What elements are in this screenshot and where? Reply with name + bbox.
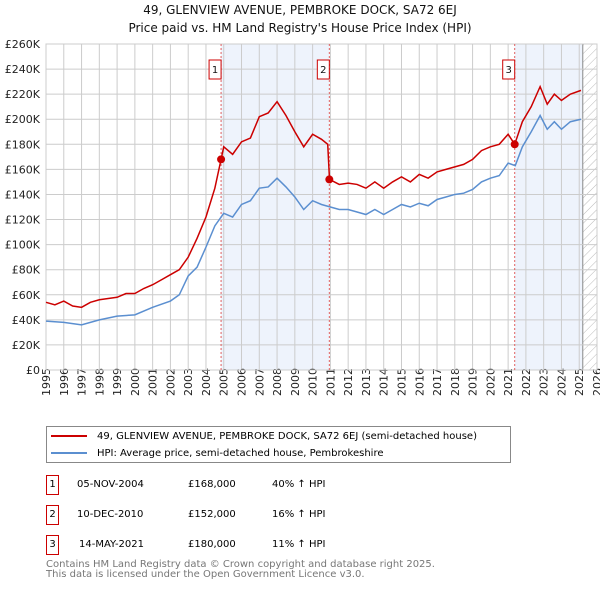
x-tick-label: 1995 bbox=[40, 368, 53, 396]
x-tick-label: 2023 bbox=[538, 368, 551, 396]
y-tick-label: £120K bbox=[5, 214, 41, 227]
footer: Contains HM Land Registry data © Crown c… bbox=[46, 560, 435, 580]
legend-blue-line bbox=[51, 452, 87, 454]
x-tick-label: 2009 bbox=[289, 368, 302, 396]
sale-label: 3 bbox=[506, 65, 512, 76]
sale-price: £168,000 bbox=[188, 479, 236, 490]
y-tick-label: £60K bbox=[12, 289, 41, 302]
sale-label: 1 bbox=[212, 65, 218, 76]
x-tick-label: 2022 bbox=[520, 368, 533, 396]
x-tick-label: 2005 bbox=[218, 368, 231, 396]
y-tick-label: £220K bbox=[5, 88, 41, 101]
x-tick-label: 2018 bbox=[449, 368, 462, 396]
x-tick-label: 2001 bbox=[147, 368, 160, 396]
sale-price: £180,000 bbox=[188, 539, 236, 550]
y-tick-label: £240K bbox=[5, 63, 41, 76]
x-tick-label: 2008 bbox=[271, 368, 284, 396]
x-tick-label: 2010 bbox=[307, 368, 320, 396]
y-tick-label: £20K bbox=[12, 339, 41, 352]
y-tick-label: £200K bbox=[5, 113, 41, 126]
sale-label-box bbox=[316, 59, 330, 80]
x-tick-label: 2016 bbox=[413, 368, 426, 396]
sale-row: 1 05-NOV-2004 £168,000 40% ↑ HPI bbox=[46, 475, 446, 495]
x-tick-label: 2011 bbox=[324, 368, 337, 396]
y-tick-label: £160K bbox=[5, 163, 41, 176]
sale-date: 05-NOV-2004 bbox=[77, 479, 144, 490]
sale-point bbox=[510, 140, 519, 149]
footer-line: Contains HM Land Registry data © Crown c… bbox=[46, 559, 435, 570]
x-tick-label: 2012 bbox=[342, 368, 355, 396]
legend-red-line bbox=[51, 435, 87, 437]
hpi-line bbox=[45, 113, 582, 326]
y-tick-label: £100K bbox=[5, 239, 41, 252]
x-tick-label: 2017 bbox=[431, 368, 444, 396]
x-tick-label: 2006 bbox=[236, 368, 249, 396]
sale-point bbox=[217, 155, 226, 164]
sale-point bbox=[325, 175, 334, 184]
sale-label-box bbox=[208, 59, 222, 80]
footer-line: This data is licensed under the Open Gov… bbox=[46, 569, 365, 580]
sale-date: 14-MAY-2021 bbox=[79, 539, 145, 550]
x-tick-label: 2013 bbox=[360, 368, 373, 396]
plot-border bbox=[45, 43, 598, 371]
sale-row: 3 14-MAY-2021 £180,000 11% ↑ HPI bbox=[46, 535, 446, 555]
sale-number: 1 bbox=[46, 475, 59, 495]
x-tick-label: 1997 bbox=[76, 368, 89, 396]
x-tick-label: 2002 bbox=[164, 368, 177, 396]
legend: 49, GLENVIEW AVENUE, PEMBROKE DOCK, SA72… bbox=[46, 426, 511, 463]
x-tick-label: 2004 bbox=[200, 368, 213, 396]
y-tick-label: £260K bbox=[5, 38, 41, 51]
x-tick-label: 2025 bbox=[573, 368, 586, 396]
x-tick-label: 2024 bbox=[555, 368, 568, 396]
x-tick-label: 2026 bbox=[591, 368, 600, 396]
x-tick-label: 1998 bbox=[93, 368, 106, 396]
x-tick-label: 2019 bbox=[467, 368, 480, 396]
y-tick-label: £0 bbox=[26, 364, 40, 377]
x-tick-label: 1999 bbox=[111, 368, 124, 396]
sale-number: 2 bbox=[46, 505, 59, 525]
sale-hpi: 40% ↑ HPI bbox=[272, 479, 326, 490]
sale-date: 10-DEC-2010 bbox=[77, 509, 144, 520]
sale-row: 2 10-DEC-2010 £152,000 16% ↑ HPI bbox=[46, 505, 446, 525]
sale-label-box bbox=[502, 59, 516, 80]
y-tick-label: £40K bbox=[12, 314, 41, 327]
y-tick-label: £180K bbox=[5, 138, 41, 151]
x-tick-label: 2014 bbox=[378, 368, 391, 396]
price-chart: 1995 1996 1997 1998 1999 2000 2001 2002 2003 2004… bbox=[5, 38, 600, 396]
sale-label: 2 bbox=[320, 65, 326, 76]
y-tick-label: £140K bbox=[5, 188, 41, 201]
x-tick-label: 2000 bbox=[129, 368, 142, 396]
sale-hpi: 16% ↑ HPI bbox=[272, 509, 326, 520]
x-tick-label: 2003 bbox=[182, 368, 195, 396]
property-price-line bbox=[45, 84, 582, 309]
x-tick-label: 2007 bbox=[253, 368, 266, 396]
x-tick-label: 2021 bbox=[502, 368, 515, 396]
sale-number: 3 bbox=[46, 535, 59, 555]
legend-label-property: 49, GLENVIEW AVENUE, PEMBROKE DOCK, SA72… bbox=[97, 430, 477, 442]
sale-price: £152,000 bbox=[188, 509, 236, 520]
x-tick-label: 2015 bbox=[395, 368, 408, 396]
x-tick-label: 1996 bbox=[58, 368, 71, 396]
sale-hpi: 11% ↑ HPI bbox=[272, 539, 326, 550]
y-tick-label: £80K bbox=[12, 264, 41, 277]
legend-label-hpi: HPI: Average price, semi-detached house,… bbox=[97, 447, 384, 459]
x-tick-label: 2020 bbox=[484, 368, 497, 396]
chart-subtitle: Price paid vs. HM Land Registry's House … bbox=[128, 21, 472, 35]
chart-title: 49, GLENVIEW AVENUE, PEMBROKE DOCK, SA72… bbox=[143, 3, 457, 17]
forecast-hatch bbox=[582, 44, 597, 370]
